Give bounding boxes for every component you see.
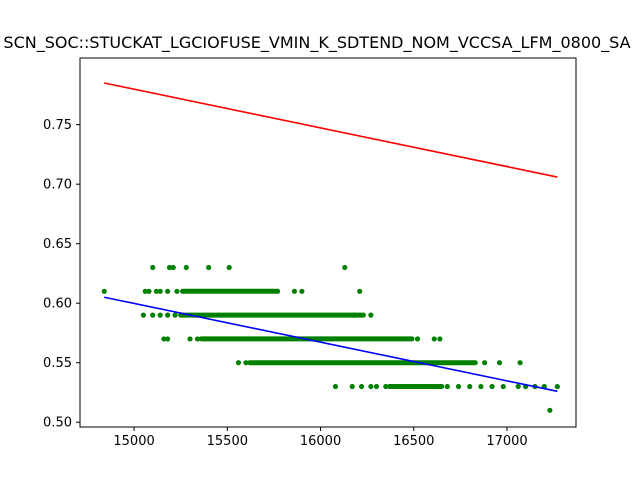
- plot-frame: [79, 57, 577, 428]
- x-tick-label: 16000: [300, 434, 341, 449]
- scatter-point: [140, 312, 146, 318]
- scatter-point: [515, 383, 521, 390]
- scatter-point: [478, 383, 484, 390]
- scatter-point: [299, 288, 305, 294]
- scatter-point: [433, 383, 439, 390]
- scatter-point: [489, 383, 495, 390]
- x-tick-label: 16500: [393, 434, 434, 449]
- y-tick-label: 0.55: [43, 356, 72, 371]
- scatter-point: [165, 336, 171, 342]
- scatter-point: [383, 383, 389, 390]
- scatter-point: [172, 312, 178, 318]
- scatter-point: [291, 288, 298, 294]
- scatter-point: [101, 288, 107, 294]
- scatter-point: [357, 288, 363, 294]
- scatter-point: [150, 312, 156, 318]
- scatter-point: [482, 360, 488, 366]
- scatter-point: [235, 360, 242, 366]
- scatter-point: [554, 383, 560, 390]
- scatter-point: [368, 312, 374, 318]
- scatter-point: [157, 288, 163, 294]
- scatter-point: [153, 288, 160, 294]
- regression-line: [104, 296, 558, 393]
- scatter-point: [414, 336, 421, 342]
- scatter-point: [187, 336, 193, 342]
- y-tick-label: 0.65: [43, 237, 72, 252]
- scatter-point: [437, 336, 443, 342]
- scatter-point: [422, 383, 428, 390]
- x-tick-label: 15500: [207, 434, 248, 449]
- chart-title: SCN_SOC::STUCKAT_LGCIOFUSE_VMIN_K_SDTEND…: [0, 33, 640, 55]
- scatter-point: [166, 264, 173, 271]
- x-tick-label: 17000: [486, 434, 527, 449]
- scatter-point: [332, 383, 339, 390]
- scatter-point: [165, 288, 171, 294]
- scatter-point: [496, 360, 503, 366]
- scatter-point: [226, 264, 232, 271]
- scatter-point: [467, 383, 473, 390]
- scatter-point: [517, 360, 523, 366]
- scatter-point: [157, 312, 163, 318]
- scatter-point: [455, 383, 462, 390]
- scatter-point: [392, 383, 398, 390]
- chart-title-text: SCN_SOC::STUCKAT_LGCIOFUSE_VMIN_K_SDTEND…: [3, 33, 631, 52]
- x-tick-label: 15000: [113, 434, 154, 449]
- scatter-point: [174, 288, 180, 294]
- upper-limit-line: [104, 82, 558, 178]
- scatter-point: [194, 336, 201, 342]
- y-tick-label: 0.70: [43, 178, 72, 193]
- y-tick-label: 0.60: [43, 297, 72, 312]
- scatter-point: [146, 288, 152, 294]
- scatter-point: [547, 407, 553, 413]
- scatter-point: [411, 383, 417, 390]
- y-tick-label: 0.50: [43, 416, 72, 431]
- axes: 15000 15500 16000 16500 17000 0.50 0.55 0.60 0.6…: [43, 57, 577, 449]
- scatter-point: [351, 312, 357, 318]
- scatter-point: [358, 383, 365, 390]
- scatter-point: [161, 336, 167, 342]
- scatter-point: [444, 383, 450, 390]
- scatter-point: [500, 383, 506, 390]
- plot-layer: [101, 82, 560, 413]
- scatter-point: [183, 264, 189, 271]
- y-tick-label: 0.75: [43, 118, 72, 133]
- scatter-point: [243, 360, 249, 366]
- scatter-point: [403, 383, 409, 390]
- scatter-point: [349, 383, 355, 390]
- scatter-point: [170, 264, 176, 271]
- scatter-point: [368, 383, 374, 390]
- scatter-point: [342, 264, 348, 271]
- scatter-point: [142, 288, 148, 294]
- scatter-point: [165, 312, 171, 318]
- scatter-point: [150, 264, 156, 271]
- scatter-point: [431, 336, 437, 342]
- scatter-point: [373, 383, 380, 390]
- scatter-point: [206, 264, 212, 271]
